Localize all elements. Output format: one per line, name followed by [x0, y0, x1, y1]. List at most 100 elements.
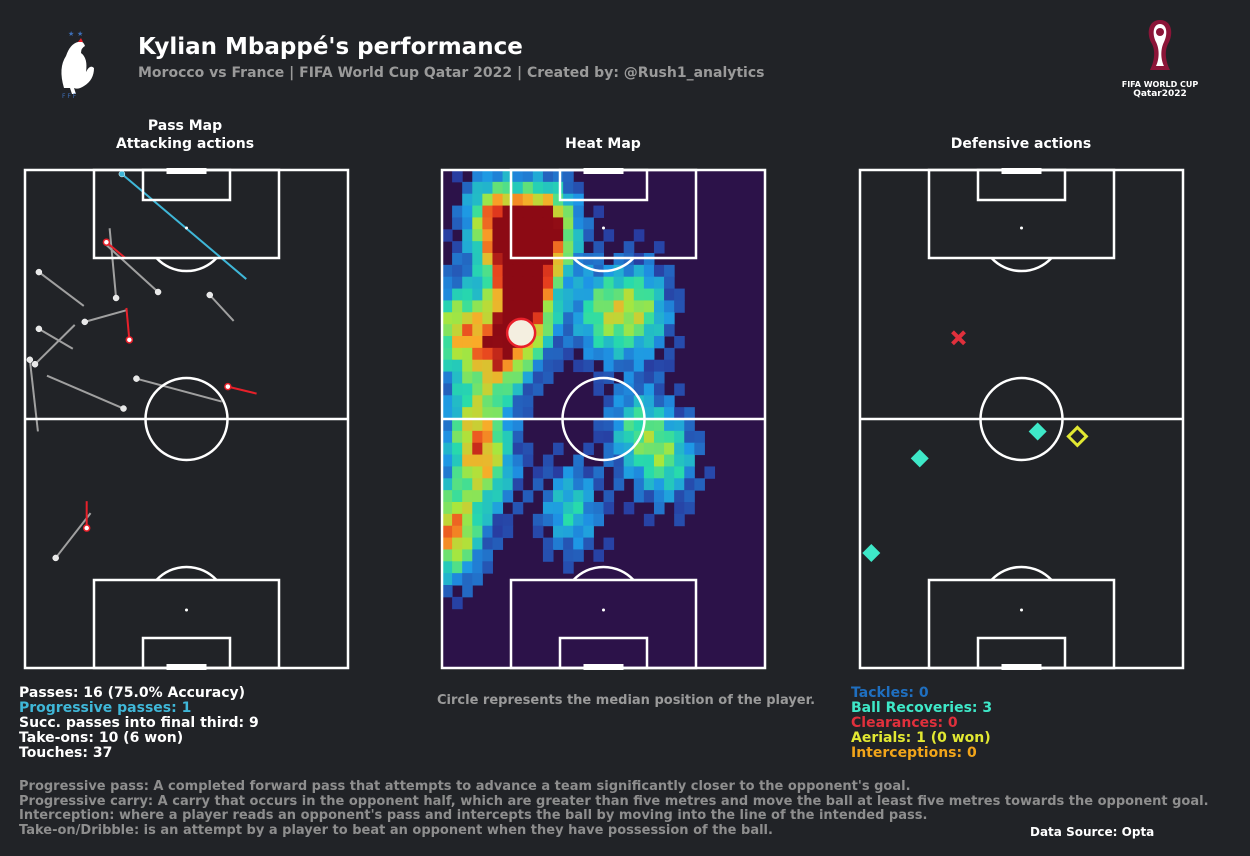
ball-recovery-marker	[1028, 422, 1047, 441]
heat-cell	[563, 229, 574, 242]
heat-cell	[633, 276, 645, 290]
heat-cell	[482, 181, 493, 195]
heat-cell	[452, 312, 463, 325]
bottom-penalty-area	[927, 578, 1116, 670]
heat-cell	[613, 466, 625, 479]
svg-text:F F F: F F F	[62, 93, 77, 100]
heat-cell	[603, 347, 615, 361]
heat-cell	[623, 359, 635, 373]
heat-cell	[492, 217, 504, 230]
heat-cell	[674, 383, 685, 396]
heat-cell	[643, 312, 655, 325]
heat-cell	[512, 241, 524, 254]
heat-cell	[512, 478, 524, 491]
heat-cell	[653, 300, 665, 313]
heat-cell	[462, 454, 473, 467]
heat-cell	[694, 478, 705, 491]
heat-cell	[542, 193, 554, 207]
carry-end-point	[224, 382, 232, 391]
heat-cell	[512, 419, 524, 432]
heat-cell	[442, 359, 453, 373]
heat-cell	[542, 312, 554, 325]
heat-cell	[563, 324, 574, 337]
heat-cell	[633, 395, 645, 408]
heat-cell	[492, 276, 504, 290]
heat-cell	[603, 395, 615, 408]
heat-cell	[472, 466, 483, 479]
heat-cell	[653, 466, 665, 479]
heat-cell	[452, 276, 463, 290]
heat-cell	[593, 478, 604, 491]
heat-cell	[482, 217, 493, 230]
heat-cell	[492, 454, 504, 467]
heat-cell	[643, 454, 655, 467]
pitch-lines	[858, 168, 1185, 670]
defensive-actions-title: Defensive actions	[950, 136, 1092, 152]
heat-cell	[462, 276, 473, 290]
heat-cell	[492, 407, 504, 420]
heat-cell	[442, 395, 453, 408]
heat-cell	[593, 466, 604, 479]
heat-cell	[472, 241, 483, 254]
heat-cell	[694, 430, 705, 444]
heat-cell	[502, 217, 514, 230]
heat-cell	[492, 253, 504, 266]
bottom-penalty-spot	[602, 608, 605, 612]
heat-cell	[452, 537, 463, 550]
heat-cell	[472, 193, 483, 207]
stat-touches: Touches: 37	[19, 745, 113, 761]
heat-cell	[442, 573, 453, 586]
heat-cell	[522, 407, 534, 420]
heat-cell	[653, 478, 665, 491]
heat-cell	[462, 324, 473, 337]
heat-cell	[482, 513, 493, 527]
heat-cell	[573, 525, 584, 539]
heat-cell	[512, 276, 524, 290]
pass-line	[136, 377, 222, 403]
heat-cell	[563, 561, 574, 574]
heat-cell	[553, 442, 564, 456]
heat-cell	[603, 229, 615, 242]
heat-cell	[593, 276, 604, 290]
heat-cell	[674, 513, 685, 527]
heat-cell	[613, 430, 625, 444]
heat-cell	[613, 300, 625, 313]
heat-cell	[482, 454, 493, 467]
heat-cell	[613, 324, 625, 337]
heat-cell	[573, 312, 584, 325]
heat-cell	[502, 442, 514, 456]
heat-cell	[542, 229, 554, 242]
pass-line	[46, 374, 124, 410]
heat-cell	[472, 478, 483, 491]
heat-cell	[462, 288, 473, 301]
definitions: Progressive pass: A completed forward pa…	[19, 779, 1209, 838]
heat-cell	[553, 312, 564, 325]
heat-cell	[462, 466, 473, 479]
heat-cell	[492, 300, 504, 313]
heat-cell	[472, 300, 483, 313]
heat-cell	[492, 264, 504, 278]
heat-cell	[593, 300, 604, 313]
top-penalty-spot	[602, 226, 605, 230]
heat-cell	[643, 383, 655, 396]
heat-cell	[452, 300, 463, 313]
top-penalty-arc	[572, 257, 635, 273]
heat-cell	[542, 205, 554, 218]
heat-cell	[674, 336, 685, 349]
heat-cell	[563, 478, 574, 491]
heat-cell	[684, 490, 695, 503]
heat-cell	[502, 229, 514, 242]
heat-cell	[643, 442, 655, 456]
heat-cell	[553, 264, 564, 278]
heat-cell	[502, 205, 514, 218]
heat-cell	[492, 181, 504, 195]
heat-cell	[452, 419, 463, 432]
heat-cell	[442, 288, 453, 301]
top-penalty-area	[927, 168, 1116, 260]
heat-cell	[452, 454, 463, 467]
heat-cell	[522, 264, 534, 278]
heat-cell	[512, 442, 524, 456]
heat-cell	[664, 442, 675, 456]
heat-cell	[472, 288, 483, 301]
heat-cell	[593, 347, 604, 361]
